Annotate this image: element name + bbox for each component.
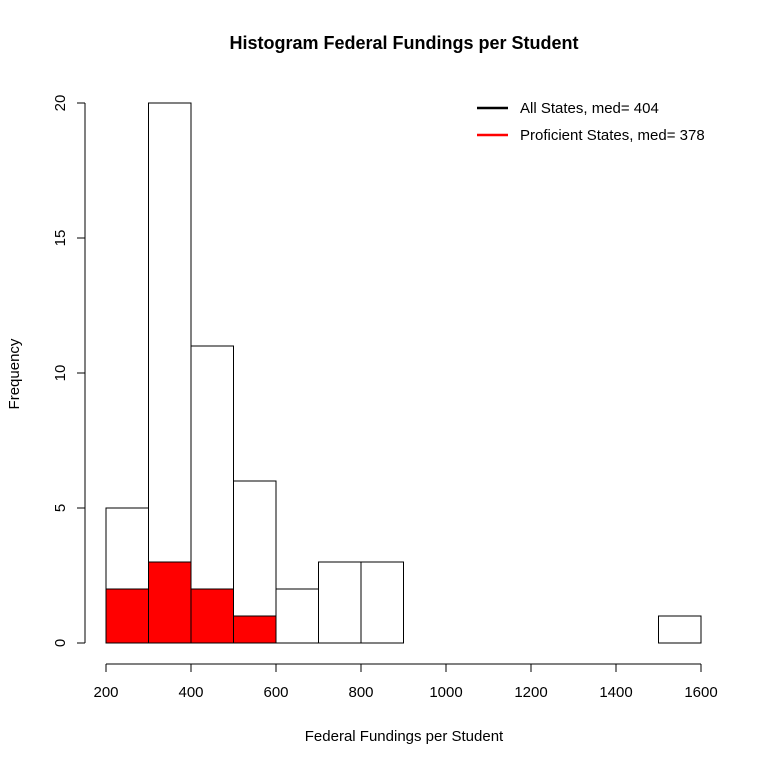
bar-all-states-1500 xyxy=(658,615,702,644)
bars-group xyxy=(105,102,702,644)
x-axis: 200 400 600 800 1000 1200 1400 1600 xyxy=(93,663,718,701)
y-tick-label: 15 xyxy=(52,230,69,247)
bar-all-states-700 xyxy=(318,561,362,644)
y-axis-label: Frequency xyxy=(6,338,23,409)
bar-proficient-states-300 xyxy=(148,561,192,644)
x-tick-label: 1200 xyxy=(514,684,547,701)
bar-all-states-300 xyxy=(148,102,192,644)
y-tick-label: 5 xyxy=(52,504,69,512)
legend: All States, med= 404 Proficient States, m… xyxy=(477,100,705,144)
bar-proficient-states-200 xyxy=(105,588,149,644)
bar-all-states-800 xyxy=(360,561,404,644)
x-tick-label: 1600 xyxy=(684,684,717,701)
x-tick-label: 200 xyxy=(93,684,118,701)
legend-label-all-states: All States, med= 404 xyxy=(520,100,659,117)
x-tick-label: 800 xyxy=(348,684,373,701)
y-axis: 0 5 10 15 20 xyxy=(52,95,86,647)
legend-label-proficient-states: Proficient States, med= 378 xyxy=(520,127,705,144)
y-tick-label: 10 xyxy=(52,365,69,382)
x-tick-label: 400 xyxy=(178,684,203,701)
x-tick-label: 1400 xyxy=(599,684,632,701)
y-tick-label: 20 xyxy=(52,95,69,112)
bar-proficient-states-500 xyxy=(233,615,277,644)
x-axis-label: Federal Fundings per Student xyxy=(305,728,504,745)
chart-title: Histogram Federal Fundings per Student xyxy=(229,33,578,53)
x-tick-label: 600 xyxy=(263,684,288,701)
bar-proficient-states-400 xyxy=(190,588,234,644)
x-tick-label: 1000 xyxy=(429,684,462,701)
y-tick-label: 0 xyxy=(52,639,69,647)
bar-all-states-600 xyxy=(275,588,319,644)
